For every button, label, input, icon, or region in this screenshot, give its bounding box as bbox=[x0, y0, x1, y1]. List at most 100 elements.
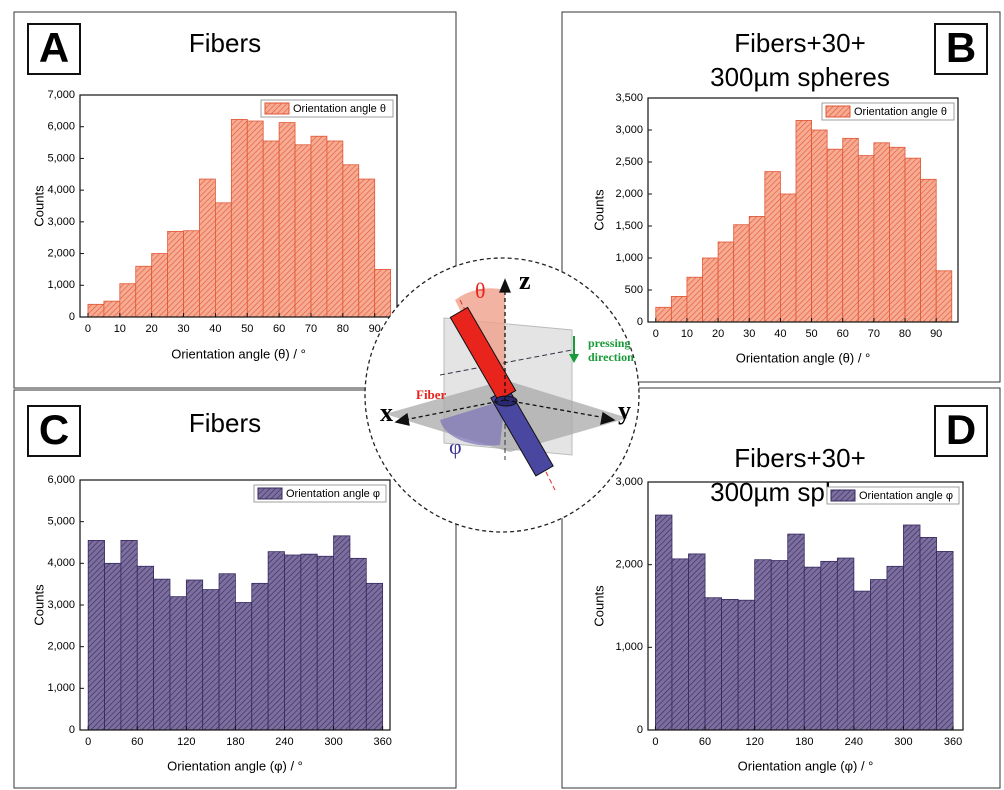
bar bbox=[705, 598, 722, 730]
x-label: x bbox=[380, 398, 393, 427]
y-axis-label: Counts bbox=[31, 185, 46, 227]
x-tick-label: 120 bbox=[177, 736, 195, 748]
bar bbox=[136, 266, 152, 317]
x-tick-label: 50 bbox=[805, 328, 817, 340]
bar bbox=[771, 561, 788, 730]
y-label: y bbox=[618, 396, 631, 425]
y-tick-label: 1,000 bbox=[615, 252, 643, 264]
x-tick-label: 30 bbox=[177, 323, 189, 335]
bar bbox=[889, 147, 905, 322]
bar bbox=[104, 301, 120, 317]
y-tick-label: 3,000 bbox=[615, 124, 643, 136]
bar bbox=[137, 566, 153, 730]
bar bbox=[199, 179, 215, 317]
x-tick-label: 60 bbox=[699, 736, 711, 748]
y-tick-label: 1,000 bbox=[615, 641, 643, 653]
x-tick-label: 20 bbox=[712, 328, 724, 340]
bar bbox=[718, 242, 734, 322]
y-tick-label: 0 bbox=[69, 724, 75, 736]
panel-title: Fibers+30+ bbox=[734, 28, 866, 58]
bar bbox=[738, 600, 755, 730]
y-tick-label: 0 bbox=[637, 316, 643, 328]
bar bbox=[722, 599, 739, 730]
bar bbox=[905, 158, 921, 322]
panel-letter: B bbox=[946, 24, 976, 71]
x-tick-label: 0 bbox=[85, 736, 91, 748]
bar bbox=[170, 597, 186, 730]
x-tick-label: 60 bbox=[273, 323, 285, 335]
bar bbox=[152, 254, 168, 317]
bar bbox=[88, 304, 104, 317]
bar bbox=[105, 563, 121, 730]
y-tick-label: 4,000 bbox=[47, 557, 75, 569]
y-tick-label: 2,000 bbox=[47, 247, 75, 259]
bar bbox=[936, 271, 952, 322]
bar bbox=[837, 558, 854, 730]
bar bbox=[317, 556, 333, 730]
x-tick-label: 300 bbox=[894, 736, 912, 748]
bar bbox=[920, 537, 937, 730]
diagram: z x y θ φ Fiber pressing direction bbox=[365, 258, 639, 532]
bar bbox=[858, 156, 874, 322]
bar bbox=[247, 121, 263, 317]
bar bbox=[168, 231, 184, 317]
legend-label: Orientation angle θ bbox=[854, 106, 947, 118]
y-tick-label: 4,000 bbox=[47, 184, 75, 196]
x-tick-label: 0 bbox=[85, 323, 91, 335]
legend-swatch bbox=[265, 103, 289, 114]
bar bbox=[231, 119, 247, 317]
legend-swatch bbox=[826, 106, 850, 117]
bar bbox=[812, 130, 828, 322]
z-label: z bbox=[519, 266, 531, 295]
x-tick-label: 0 bbox=[652, 736, 658, 748]
panel-title: Fibers+30+ bbox=[734, 443, 866, 473]
phi-label: φ bbox=[449, 434, 462, 459]
y-tick-label: 500 bbox=[625, 284, 643, 296]
y-tick-label: 0 bbox=[69, 311, 75, 323]
bar bbox=[366, 583, 382, 730]
bar bbox=[921, 179, 937, 322]
x-tick-label: 40 bbox=[774, 328, 786, 340]
x-tick-label: 70 bbox=[305, 323, 317, 335]
x-tick-label: 90 bbox=[930, 328, 942, 340]
bar bbox=[263, 141, 279, 317]
theta-label: θ bbox=[475, 278, 486, 303]
y-tick-label: 2,000 bbox=[47, 641, 75, 653]
bar bbox=[184, 231, 200, 317]
bar bbox=[755, 560, 772, 730]
y-tick-label: 0 bbox=[637, 724, 643, 736]
bar bbox=[874, 143, 890, 322]
y-tick-label: 5,000 bbox=[47, 152, 75, 164]
bar bbox=[295, 145, 311, 317]
x-tick-label: 240 bbox=[275, 736, 293, 748]
bar bbox=[687, 277, 703, 322]
bar bbox=[120, 284, 136, 317]
bar bbox=[235, 603, 251, 731]
pressing-label: pressing bbox=[588, 336, 630, 350]
x-axis-label: Orientation angle (φ) / ° bbox=[738, 758, 874, 773]
y-tick-label: 6,000 bbox=[47, 121, 75, 133]
panel-title: Fibers bbox=[189, 28, 261, 58]
bar bbox=[780, 194, 796, 322]
bar bbox=[88, 540, 104, 730]
y-tick-label: 3,000 bbox=[615, 476, 643, 488]
x-axis-label: Orientation angle (θ) / ° bbox=[171, 346, 306, 361]
bar bbox=[327, 141, 343, 317]
bar bbox=[375, 269, 391, 317]
x-tick-label: 40 bbox=[209, 323, 221, 335]
x-tick-label: 360 bbox=[373, 736, 391, 748]
y-tick-label: 2,000 bbox=[615, 188, 643, 200]
x-tick-label: 180 bbox=[226, 736, 244, 748]
bar bbox=[656, 307, 672, 322]
legend-label: Orientation angle θ bbox=[293, 103, 386, 115]
bar bbox=[334, 536, 350, 730]
y-tick-label: 1,000 bbox=[47, 279, 75, 291]
x-tick-label: 300 bbox=[324, 736, 342, 748]
bar bbox=[796, 120, 812, 322]
bar bbox=[219, 574, 235, 730]
x-tick-label: 80 bbox=[899, 328, 911, 340]
x-tick-label: 180 bbox=[795, 736, 813, 748]
x-axis-label: Orientation angle (φ) / ° bbox=[167, 758, 303, 773]
bar bbox=[903, 525, 920, 730]
x-tick-label: 80 bbox=[337, 323, 349, 335]
